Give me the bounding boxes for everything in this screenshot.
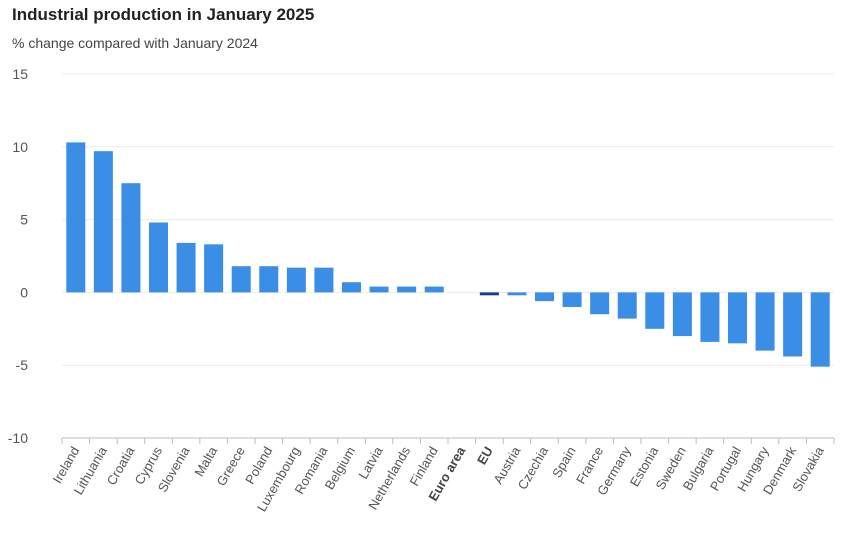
x-axis [61, 437, 835, 444]
bar-france [590, 292, 610, 315]
bar-luxembourg [286, 267, 306, 293]
y-tick-label: 5 [20, 212, 28, 228]
y-tick-label: 10 [12, 139, 28, 155]
bar-poland [259, 266, 279, 293]
bar-ireland [66, 142, 86, 293]
bar-belgium [342, 282, 361, 293]
y-tick-label: -10 [8, 430, 28, 446]
bar-romania [314, 267, 334, 293]
bar-hungary [755, 292, 775, 351]
bar-bulgaria [700, 292, 720, 342]
bar-sweden [672, 292, 692, 337]
bar-finland [424, 286, 444, 293]
bar-denmark [783, 292, 803, 357]
bar-netherlands [397, 286, 417, 293]
bar-slovenia [176, 242, 196, 293]
bar-malta [204, 244, 224, 293]
x-tick-label: Malta [191, 443, 220, 479]
bar-greece [231, 266, 251, 293]
bar-czechia [535, 292, 554, 302]
y-tick-label: -5 [16, 357, 29, 373]
bar-austria [507, 292, 527, 296]
bar-eu [479, 292, 499, 296]
bar-spain [562, 292, 582, 307]
y-axis-ticks: 15 10 5 0 -5 -10 [8, 66, 28, 446]
chart-subtitle: % change compared with January 2024 [12, 35, 258, 51]
bar-croatia [121, 183, 141, 293]
bar-slovakia [810, 292, 830, 367]
bar-estonia [645, 292, 665, 329]
bar-germany [617, 292, 637, 319]
bar-portugal [728, 292, 747, 344]
bar-lithuania [93, 151, 113, 293]
x-axis-labels: IrelandLithuaniaCroatiaCyprusSloveniaMal… [50, 443, 828, 514]
bars [66, 142, 830, 367]
y-tick-label: 0 [20, 284, 28, 300]
chart-title: Industrial production in January 2025 [12, 5, 315, 24]
x-tick-label: Spain [549, 444, 579, 480]
bar-latvia [369, 286, 389, 293]
x-tick-label: EU [474, 444, 496, 467]
bar-cyprus [149, 222, 168, 293]
y-tick-label: 15 [12, 66, 28, 82]
